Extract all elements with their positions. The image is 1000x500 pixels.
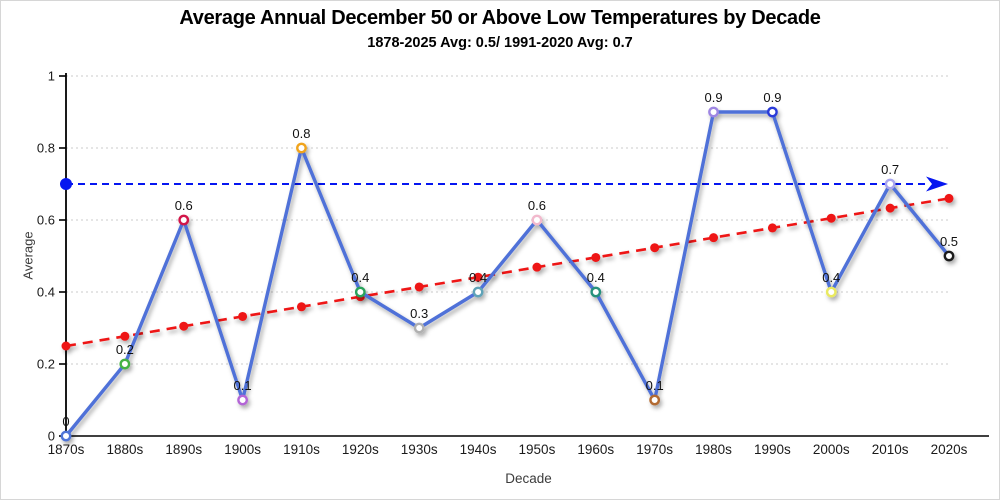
trend-point	[591, 252, 601, 262]
chart-subtitle: 1878-2025 Avg: 0.5/ 1991-2020 Avg: 0.7	[367, 35, 633, 51]
x-tick-label: 2000s	[813, 442, 850, 457]
trend-point	[885, 203, 895, 213]
x-axis-title: Decade	[505, 471, 552, 486]
y-tick-label: 0.2	[37, 357, 55, 372]
data-point-marker	[413, 322, 425, 334]
trend-point	[944, 193, 954, 203]
arrow-right-icon	[926, 176, 948, 192]
data-point-marker	[237, 394, 249, 406]
data-series-line	[64, 110, 951, 438]
y-tick-label: 0.8	[37, 141, 55, 156]
x-tick-label: 1880s	[106, 442, 143, 457]
data-point-label: 0.5	[940, 234, 958, 249]
x-tick-label: 2020s	[931, 442, 968, 457]
x-tick-label: 1900s	[224, 442, 261, 457]
data-point-marker	[943, 250, 955, 262]
data-point-marker	[531, 214, 543, 226]
x-tick-label: 1950s	[519, 442, 556, 457]
reference-start-dot	[60, 178, 72, 190]
reference-line-layer	[60, 176, 948, 192]
x-tick-label: 1910s	[283, 442, 320, 457]
y-tick-label: 0	[48, 429, 55, 444]
trend-point	[414, 282, 424, 292]
data-point-label: 0.4	[822, 270, 840, 285]
data-point-label: 0.7	[881, 162, 899, 177]
data-point-marker	[296, 142, 307, 154]
trend-point	[120, 331, 130, 341]
data-point-marker	[472, 286, 484, 298]
x-axis-labels: 1870s 1880s 1890s 1900s 1910s 1920s 1930s 1940s…	[48, 442, 968, 457]
data-point-label: 0.1	[646, 378, 664, 393]
data-point-label: 0.3	[410, 306, 428, 321]
trend-point	[767, 223, 777, 233]
x-tick-label: 1930s	[401, 442, 438, 457]
y-axis-title: Average	[20, 231, 36, 280]
data-point-marker	[708, 106, 719, 118]
data-point-label: 0.6	[528, 198, 546, 213]
y-tick-label: 0.4	[37, 285, 55, 300]
x-tick-label: 1960s	[577, 442, 614, 457]
data-point-label: 0.6	[175, 198, 193, 213]
data-series-layer	[60, 106, 955, 442]
x-tick-label: 1990s	[754, 442, 791, 457]
x-tick-label: 1870s	[48, 442, 85, 457]
trend-point	[826, 213, 836, 223]
data-point-marker	[767, 106, 778, 118]
data-point-marker	[649, 394, 661, 406]
grid-layer: 0 0.2 0.4 0.6 0.8 1	[37, 69, 951, 444]
trend-point	[179, 321, 189, 331]
trend-point	[650, 243, 660, 253]
trend-layer	[61, 193, 954, 351]
data-point-label: 0.8	[292, 126, 310, 141]
x-tick-label: 1920s	[342, 442, 379, 457]
trend-point	[473, 272, 483, 282]
trend-point	[238, 311, 248, 321]
data-point-label: 0.9	[704, 90, 722, 105]
data-point-label: 0.9	[763, 90, 781, 105]
x-tick-label: 1980s	[695, 442, 732, 457]
trend-point	[61, 341, 71, 351]
x-tick-label: 1940s	[460, 442, 497, 457]
trend-point	[296, 302, 306, 312]
data-point-marker	[60, 430, 72, 442]
x-tick-label: 2010s	[872, 442, 909, 457]
data-label-layer: 0 0.2 0.6 0.1 0.8 0.4 0.3 0.4 0.6 0.4 0.1 0.9 0.9 0.4…	[62, 90, 958, 429]
data-point-marker	[884, 178, 896, 190]
data-point-marker	[178, 214, 190, 226]
data-point-label: 0.4	[469, 270, 487, 285]
trend-point	[532, 262, 542, 272]
data-point-label: 0	[62, 414, 69, 429]
data-point-marker	[354, 286, 366, 298]
x-tick-label: 1970s	[636, 442, 673, 457]
x-tick-label: 1890s	[165, 442, 202, 457]
data-point-label: 0.4	[587, 270, 605, 285]
trend-line	[65, 197, 950, 348]
y-tick-label: 0.6	[37, 213, 55, 228]
trend-point	[709, 233, 719, 243]
data-point-marker	[590, 286, 602, 298]
data-point-marker	[119, 358, 131, 370]
data-point-label: 0.1	[234, 378, 252, 393]
data-point-label: 0.2	[116, 342, 134, 357]
y-tick-label: 1	[48, 69, 55, 84]
chart-title: Average Annual December 50 or Above Low …	[179, 7, 821, 29]
data-point-label: 0.4	[351, 270, 369, 285]
data-point-marker	[825, 286, 837, 298]
